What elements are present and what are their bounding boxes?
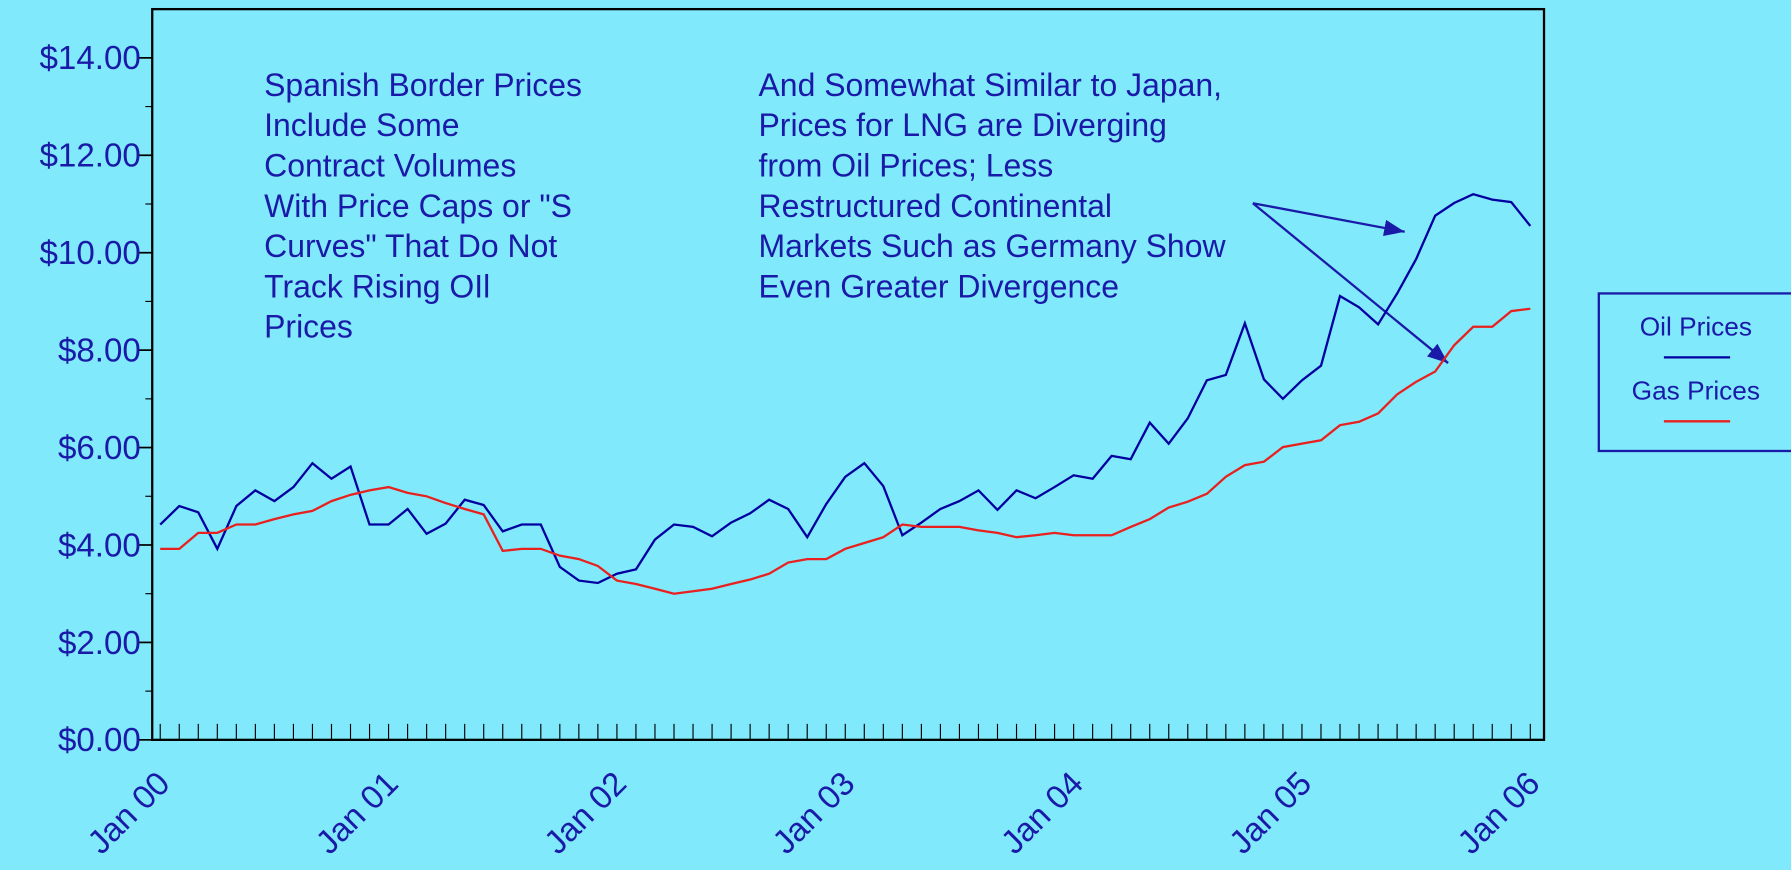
x-tick-label: Jan 01 xyxy=(309,765,405,861)
plot-frame xyxy=(151,7,1546,741)
x-tick-label: Jan 05 xyxy=(1223,765,1319,861)
legend-label: Oil Prices xyxy=(1640,312,1752,342)
arrow xyxy=(1252,202,1405,237)
annotation: Even Greater Divergence xyxy=(758,268,1119,304)
x-tick-label: Jan 06 xyxy=(1451,765,1547,861)
annotation: Markets Such as Germany Show xyxy=(758,228,1226,264)
y-tick-label: $6.00 xyxy=(58,430,141,467)
y-tick-label: $0.00 xyxy=(58,722,141,759)
data-line xyxy=(160,307,1531,595)
y-tick-label: $4.00 xyxy=(58,527,141,564)
y-tick-label: $8.00 xyxy=(58,333,141,370)
annotation: Include Some xyxy=(264,107,459,143)
annotation: And Somewhat Similar to Japan, xyxy=(758,67,1222,103)
x-tick-label: Jan 02 xyxy=(538,765,634,861)
x-tick-label: Jan 00 xyxy=(81,765,177,861)
y-tick-label: $2.00 xyxy=(58,625,141,662)
legend-box xyxy=(1597,292,1791,453)
annotation: Prices xyxy=(264,309,353,345)
x-tick-label: Jan 04 xyxy=(994,765,1090,861)
annotation: from Oil Prices; Less xyxy=(758,148,1053,184)
annotation: Track Rising OIl xyxy=(264,268,490,304)
annotation: Restructured Continental xyxy=(758,188,1111,224)
legend-label: Gas Prices xyxy=(1632,376,1760,406)
y-tick-label: $12.00 xyxy=(40,138,141,175)
y-tick-label: $14.00 xyxy=(40,40,141,77)
annotation: Prices for LNG are Diverging xyxy=(758,107,1166,143)
y-tick-label: $10.00 xyxy=(40,235,141,272)
annotation: With Price Caps or "S xyxy=(264,188,572,224)
annotation: Contract Volumes xyxy=(264,148,516,184)
x-tick-label: Jan 03 xyxy=(766,765,862,861)
arrow xyxy=(1252,202,1449,364)
annotation: Curves" That Do Not xyxy=(264,228,557,264)
data-line xyxy=(159,192,1532,585)
annotation: Spanish Border Prices xyxy=(264,67,582,103)
